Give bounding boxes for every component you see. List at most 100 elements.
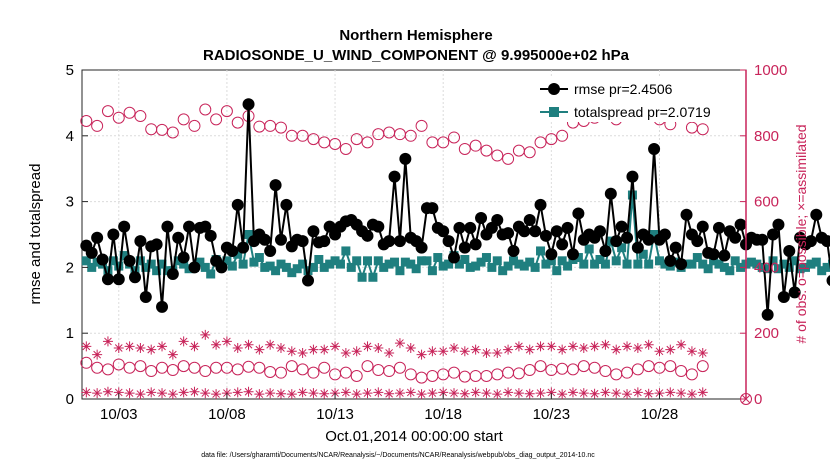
obs-possible-point (166, 126, 179, 139)
obs-assimilated-point (178, 336, 189, 347)
obs-assimilated-point (632, 387, 643, 398)
totalspread-marker (638, 249, 648, 259)
totalspread-marker (141, 262, 151, 272)
rmse-marker (734, 218, 747, 231)
obs-assimilated-point (438, 387, 449, 398)
x-tick-label: 10/13 (316, 406, 354, 423)
obs-assimilated-point (124, 388, 135, 399)
obs-assimilated-point (286, 346, 297, 357)
totalspread-marker (698, 259, 708, 269)
obs-assimilated-point (438, 346, 449, 357)
totalspread-marker (476, 257, 486, 267)
rmse-marker (707, 248, 720, 261)
obs-assimilated-point (124, 341, 135, 352)
totalspread-marker (617, 243, 627, 253)
obs-possible-point (415, 119, 428, 132)
obs-possible-point (599, 365, 612, 378)
rmse-marker (107, 228, 120, 241)
x-tick-label: 10/28 (641, 406, 679, 423)
totalspread-marker (660, 259, 670, 269)
totalspread-marker (779, 259, 789, 269)
obs-assimilated-point (481, 388, 492, 399)
rmse-marker (91, 231, 104, 244)
totalspread-marker (114, 261, 124, 271)
obs-assimilated-point (697, 387, 708, 398)
obs-assimilated-point (524, 388, 535, 399)
obs-possible-point (404, 368, 417, 381)
obs-assimilated-point (286, 389, 297, 400)
obs-possible-point (534, 136, 547, 149)
totalspread-marker (384, 259, 394, 269)
rmse-marker (534, 198, 547, 211)
obs-assimilated-point (611, 388, 622, 399)
totalspread-marker (422, 256, 432, 266)
obs-assimilated-point (492, 347, 503, 358)
y-left-tick-label: 0 (66, 391, 74, 408)
rmse-marker (767, 228, 780, 241)
obs-assimilated-point (189, 386, 200, 397)
totalspread-marker (541, 259, 551, 269)
obs-possible-point (512, 367, 525, 380)
obs-possible-point (696, 123, 709, 136)
legend-spread-label: totalspread pr=2.0719 (574, 104, 711, 120)
obs-assimilated-point (351, 346, 362, 357)
rmse-marker (594, 225, 607, 238)
obs-assimilated-point (394, 388, 405, 399)
totalspread-marker (238, 259, 248, 269)
rmse-marker (610, 235, 623, 248)
obs-assimilated-point (113, 387, 124, 398)
obs-assimilated-point (546, 341, 557, 352)
rmse-marker (226, 244, 239, 257)
obs-assimilated-point (492, 389, 503, 400)
x-tick-label: 10/23 (533, 406, 571, 423)
rmse-marker (475, 212, 488, 225)
totalspread-marker (314, 255, 324, 265)
obs-assimilated-point (351, 389, 362, 400)
obs-assimilated-point (600, 387, 611, 398)
legend-rmse-label: rmse pr=2.4506 (574, 81, 673, 97)
obs-assimilated-point (243, 386, 254, 397)
obs-possible-point (339, 366, 352, 379)
totalspread-marker (135, 256, 145, 266)
obs-possible-point (339, 142, 352, 155)
obs-possible-point (361, 360, 374, 373)
obs-assimilated-point (200, 329, 211, 340)
obs-assimilated-point (676, 388, 687, 399)
obs-possible-point (123, 106, 136, 119)
y-left-tick-label: 4 (66, 128, 74, 145)
obs-assimilated-point (330, 341, 341, 352)
rmse-marker (761, 308, 774, 321)
rmse-marker (691, 235, 704, 248)
obs-assimilated-point (676, 339, 687, 350)
obs-assimilated-point (265, 339, 276, 350)
rmse-marker (393, 235, 406, 248)
obs-assimilated-point (384, 347, 395, 358)
obs-possible-point (523, 364, 536, 377)
obs-assimilated-point (373, 387, 384, 398)
obs-assimilated-point (557, 389, 568, 400)
obs-possible-point (502, 152, 515, 165)
rmse-marker (183, 220, 196, 233)
obs-possible-point (296, 363, 309, 376)
obs-possible-point (220, 105, 233, 118)
obs-possible-point (199, 103, 212, 116)
rmse-marker (437, 225, 450, 238)
rmse-marker (199, 220, 212, 233)
rmse-marker (788, 286, 801, 299)
obs-assimilated-point (427, 388, 438, 399)
totalspread-marker (244, 230, 254, 239)
y-right-tick-label: 1000 (754, 62, 787, 79)
rmse-marker (810, 208, 823, 221)
totalspread-marker (260, 262, 270, 272)
rmse-marker (302, 274, 315, 287)
rmse-marker (242, 98, 255, 111)
obs-assimilated-point (373, 343, 384, 354)
totalspread-marker (373, 256, 383, 266)
obs-possible-point (80, 114, 93, 127)
obs-assimilated-point (459, 388, 470, 399)
obs-assimilated-point (405, 343, 416, 354)
totalspread-marker (157, 259, 167, 269)
obs-assimilated-point (600, 339, 611, 350)
totalspread-marker (249, 257, 259, 267)
